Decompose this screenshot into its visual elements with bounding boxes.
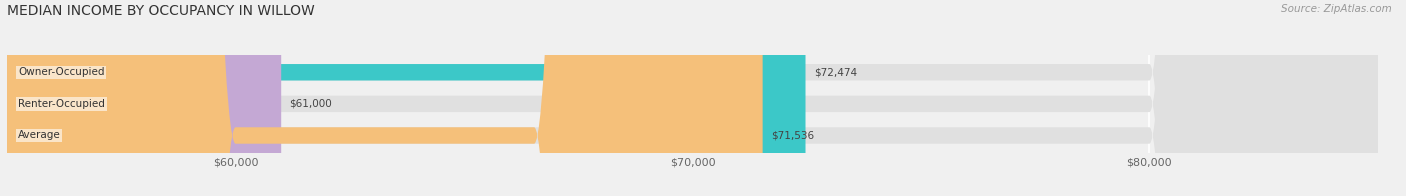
Text: Average: Average: [18, 131, 60, 141]
FancyBboxPatch shape: [7, 0, 806, 196]
Text: Owner-Occupied: Owner-Occupied: [18, 67, 104, 77]
FancyBboxPatch shape: [7, 0, 1378, 196]
Text: Renter-Occupied: Renter-Occupied: [18, 99, 105, 109]
FancyBboxPatch shape: [7, 0, 762, 196]
Text: $71,536: $71,536: [770, 131, 814, 141]
Text: $61,000: $61,000: [290, 99, 332, 109]
Text: $72,474: $72,474: [814, 67, 856, 77]
FancyBboxPatch shape: [7, 0, 1378, 196]
Text: Source: ZipAtlas.com: Source: ZipAtlas.com: [1281, 4, 1392, 14]
FancyBboxPatch shape: [7, 0, 281, 196]
Text: MEDIAN INCOME BY OCCUPANCY IN WILLOW: MEDIAN INCOME BY OCCUPANCY IN WILLOW: [7, 4, 315, 18]
FancyBboxPatch shape: [7, 0, 1378, 196]
